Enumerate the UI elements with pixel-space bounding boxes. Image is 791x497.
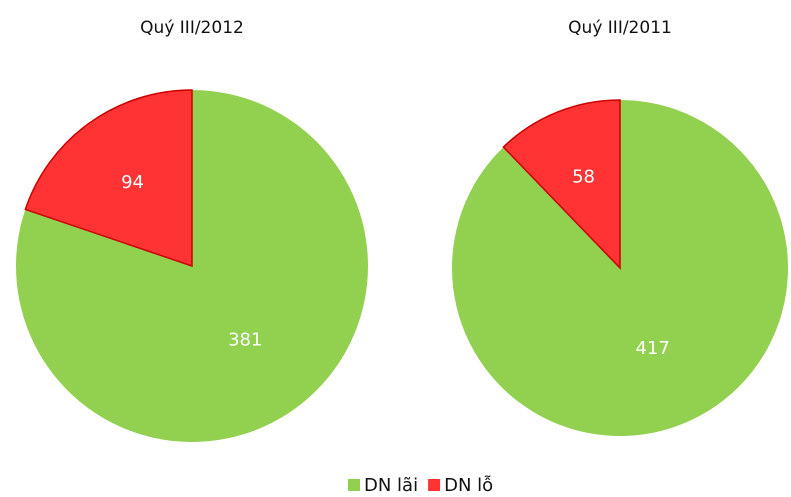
chart-title: Quý III/2012 — [140, 18, 244, 38]
legend-label: DN lãi — [364, 475, 418, 496]
data-label: 417 — [636, 338, 670, 359]
pie-slice — [502, 99, 621, 270]
legend-swatch — [348, 479, 360, 491]
data-label: 381 — [228, 329, 262, 350]
legend-label: DN lỗ — [444, 475, 493, 496]
legend-swatch — [428, 479, 441, 491]
data-label: 94 — [121, 172, 144, 193]
data-label: 58 — [572, 167, 595, 188]
chart-title: Quý III/2011 — [568, 18, 672, 38]
pie-slice — [24, 89, 193, 268]
